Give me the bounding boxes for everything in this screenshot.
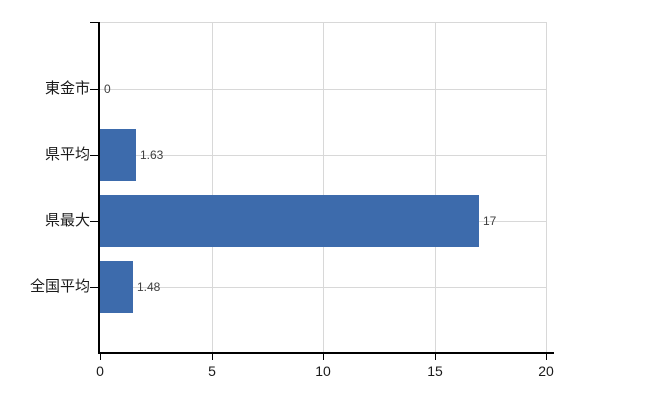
bar-value-label: 1.48 bbox=[137, 280, 161, 294]
gridline-x-10 bbox=[323, 22, 324, 352]
x-tick-5 bbox=[212, 354, 213, 360]
y-tick-category bbox=[90, 155, 98, 156]
x-tick-10 bbox=[323, 354, 324, 360]
x-tick-0 bbox=[100, 354, 101, 360]
x-tick-20 bbox=[546, 354, 547, 360]
y-axis-top-tick bbox=[90, 22, 98, 23]
category-label-1: 県平均 bbox=[44, 146, 90, 163]
x-tick-label-0: 0 bbox=[96, 363, 104, 379]
y-axis-line bbox=[98, 22, 100, 352]
bar-2 bbox=[100, 195, 479, 247]
gridline-x-20 bbox=[546, 22, 547, 352]
category-label-0: 東金市 bbox=[44, 80, 90, 97]
y-tick-category bbox=[90, 89, 98, 90]
bar-value-label: 17 bbox=[483, 214, 497, 228]
x-tick-label-5: 5 bbox=[208, 363, 216, 379]
x-tick-label-15: 15 bbox=[427, 363, 443, 379]
gridline-x-5 bbox=[212, 22, 213, 352]
y-tick-category bbox=[90, 287, 98, 288]
category-label-3: 全国平均 bbox=[29, 278, 90, 295]
bar-3 bbox=[100, 261, 133, 313]
bar-1 bbox=[100, 129, 136, 181]
x-tick-15 bbox=[435, 354, 436, 360]
category-label-2: 県最大 bbox=[44, 212, 90, 229]
x-axis-line bbox=[98, 352, 554, 354]
gridline-x-15 bbox=[435, 22, 436, 352]
y-tick-category bbox=[90, 221, 98, 222]
x-tick-label-20: 20 bbox=[538, 363, 554, 379]
x-tick-label-10: 10 bbox=[315, 363, 331, 379]
bar-value-label: 1.63 bbox=[140, 148, 164, 162]
bar-value-label: 0 bbox=[104, 82, 111, 96]
